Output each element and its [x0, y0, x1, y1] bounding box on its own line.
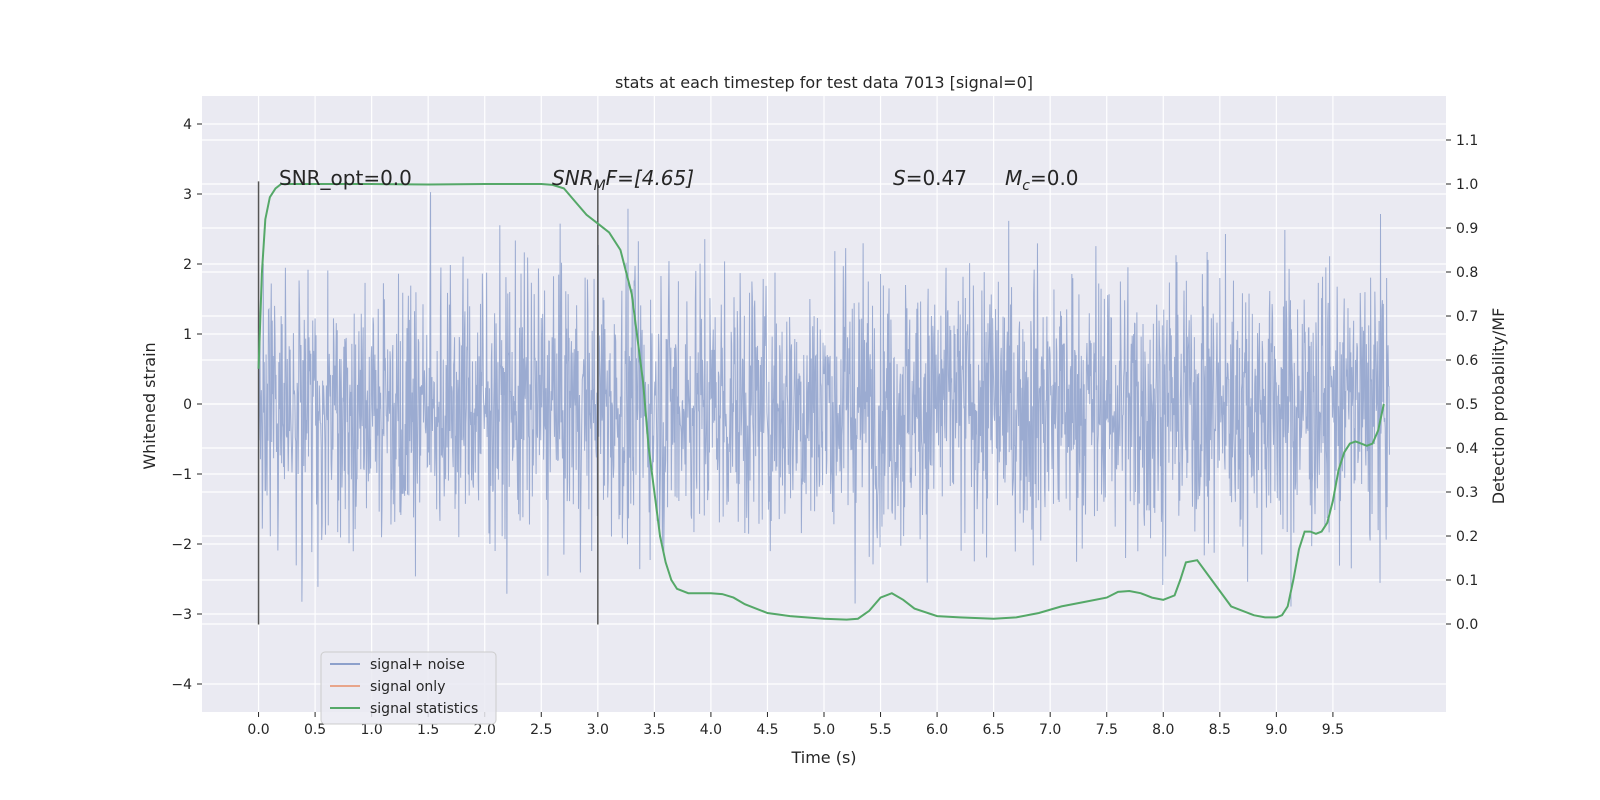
y-right-tick-label: 0.1 [1456, 573, 1478, 589]
x-tick-label: 0.5 [304, 722, 326, 738]
annotation-s: S=0.47 [893, 166, 967, 190]
x-axis-label: Time (s) [790, 748, 856, 767]
x-tick-label: 9.0 [1265, 722, 1287, 738]
y-tick-label: −3 [171, 607, 192, 623]
annotation-mc-value: =0.0 [1030, 166, 1079, 190]
legend-box [320, 651, 497, 725]
x-tick-label: 2.0 [474, 722, 496, 738]
annotation-snr-mf-sub: M [594, 178, 606, 194]
y-axis-ticks: −4 −3 −2 −1 0 1 2 3 4 [171, 117, 202, 693]
y-right-tick-label: 0.5 [1456, 397, 1478, 413]
y-right-axis-ticks: 0.0 0.1 0.2 0.3 0.4 0.5 0.6 0.7 0.8 0.9 1.0 1.1 [1446, 133, 1478, 633]
annotation-snr-mf-rest: F=[4.65] [606, 166, 694, 190]
x-tick-label: 5.5 [869, 722, 891, 738]
x-axis-ticks: 0.0 0.5 1.0 1.5 2.0 2.5 3.0 3.5 4.0 4.5 5.0 5.5 6.0 6… [247, 712, 1344, 738]
y-tick-label: 3 [183, 187, 192, 203]
y-tick-label: 2 [183, 257, 192, 273]
y-tick-label: −2 [171, 537, 192, 553]
y-tick-label: 0 [183, 397, 192, 413]
x-tick-label: 4.5 [756, 722, 778, 738]
y-axis-label: Whitened strain [140, 342, 159, 469]
series-signal-noise [258, 192, 1390, 607]
x-tick-label: 4.0 [700, 722, 722, 738]
annotation-s-value: =0.47 [906, 166, 967, 190]
x-tick-label: 3.0 [587, 722, 609, 738]
x-tick-label: 0.0 [247, 722, 269, 738]
x-tick-label: 8.0 [1152, 722, 1174, 738]
y-tick-label: 1 [183, 327, 192, 343]
x-tick-label: 1.0 [361, 722, 383, 738]
x-tick-label: 7.5 [1096, 722, 1118, 738]
y-right-tick-label: 0.9 [1456, 221, 1478, 237]
y-tick-label: −4 [171, 677, 192, 693]
legend-label-signal-statistics: signal statistics [370, 701, 478, 717]
annotation-mc: Mc=0.0 [1005, 166, 1079, 194]
annotation-snr-mf: SNRMF=[4.65] [552, 166, 694, 194]
grid [202, 96, 1446, 712]
legend-label-signal-only: signal only [370, 679, 445, 695]
annotation-mc-symbol: M [1005, 166, 1022, 190]
y-right-tick-label: 1.0 [1456, 177, 1478, 193]
x-tick-label: 7.0 [1039, 722, 1061, 738]
y-right-tick-label: 0.0 [1456, 617, 1478, 633]
y-right-tick-label: 0.2 [1456, 529, 1478, 545]
series-signal-statistics-line [257, 183, 1385, 621]
y-right-tick-label: 0.6 [1456, 353, 1478, 369]
x-tick-label: 3.5 [643, 722, 665, 738]
x-tick-label: 9.5 [1322, 722, 1344, 738]
x-tick-label: 5.0 [813, 722, 835, 738]
x-tick-label: 6.5 [983, 722, 1005, 738]
y-right-tick-label: 0.7 [1456, 309, 1478, 325]
annotation-snr-mf-base: SNR [552, 166, 594, 190]
y-right-axis-label: Detection probability/MF [1489, 308, 1508, 505]
y-right-tick-label: 0.8 [1456, 265, 1478, 281]
legend: signal+ noise signal only signal statist… [320, 651, 497, 725]
y-right-tick-label: 0.3 [1456, 485, 1478, 501]
annotation-s-symbol: S [893, 166, 906, 190]
x-tick-label: 1.5 [417, 722, 439, 738]
legend-label-signal-noise: signal+ noise [370, 657, 465, 673]
x-tick-label: 2.5 [530, 722, 552, 738]
y-right-tick-label: 0.4 [1456, 441, 1478, 457]
y-right-tick-label: 1.1 [1456, 133, 1478, 149]
x-tick-label: 6.0 [926, 722, 948, 738]
series-signal-statistics [257, 183, 1385, 621]
annotation-snr-opt: SNR_opt=0.0 [279, 166, 412, 190]
y-tick-label: −1 [171, 467, 192, 483]
series-signal-noise-line [258, 192, 1390, 607]
y-tick-label: 4 [183, 117, 192, 133]
vertical-markers [257, 181, 599, 625]
x-tick-label: 8.5 [1209, 722, 1231, 738]
annotation-mc-sub: c [1022, 178, 1030, 194]
chart-title: stats at each timestep for test data 701… [615, 73, 1033, 92]
